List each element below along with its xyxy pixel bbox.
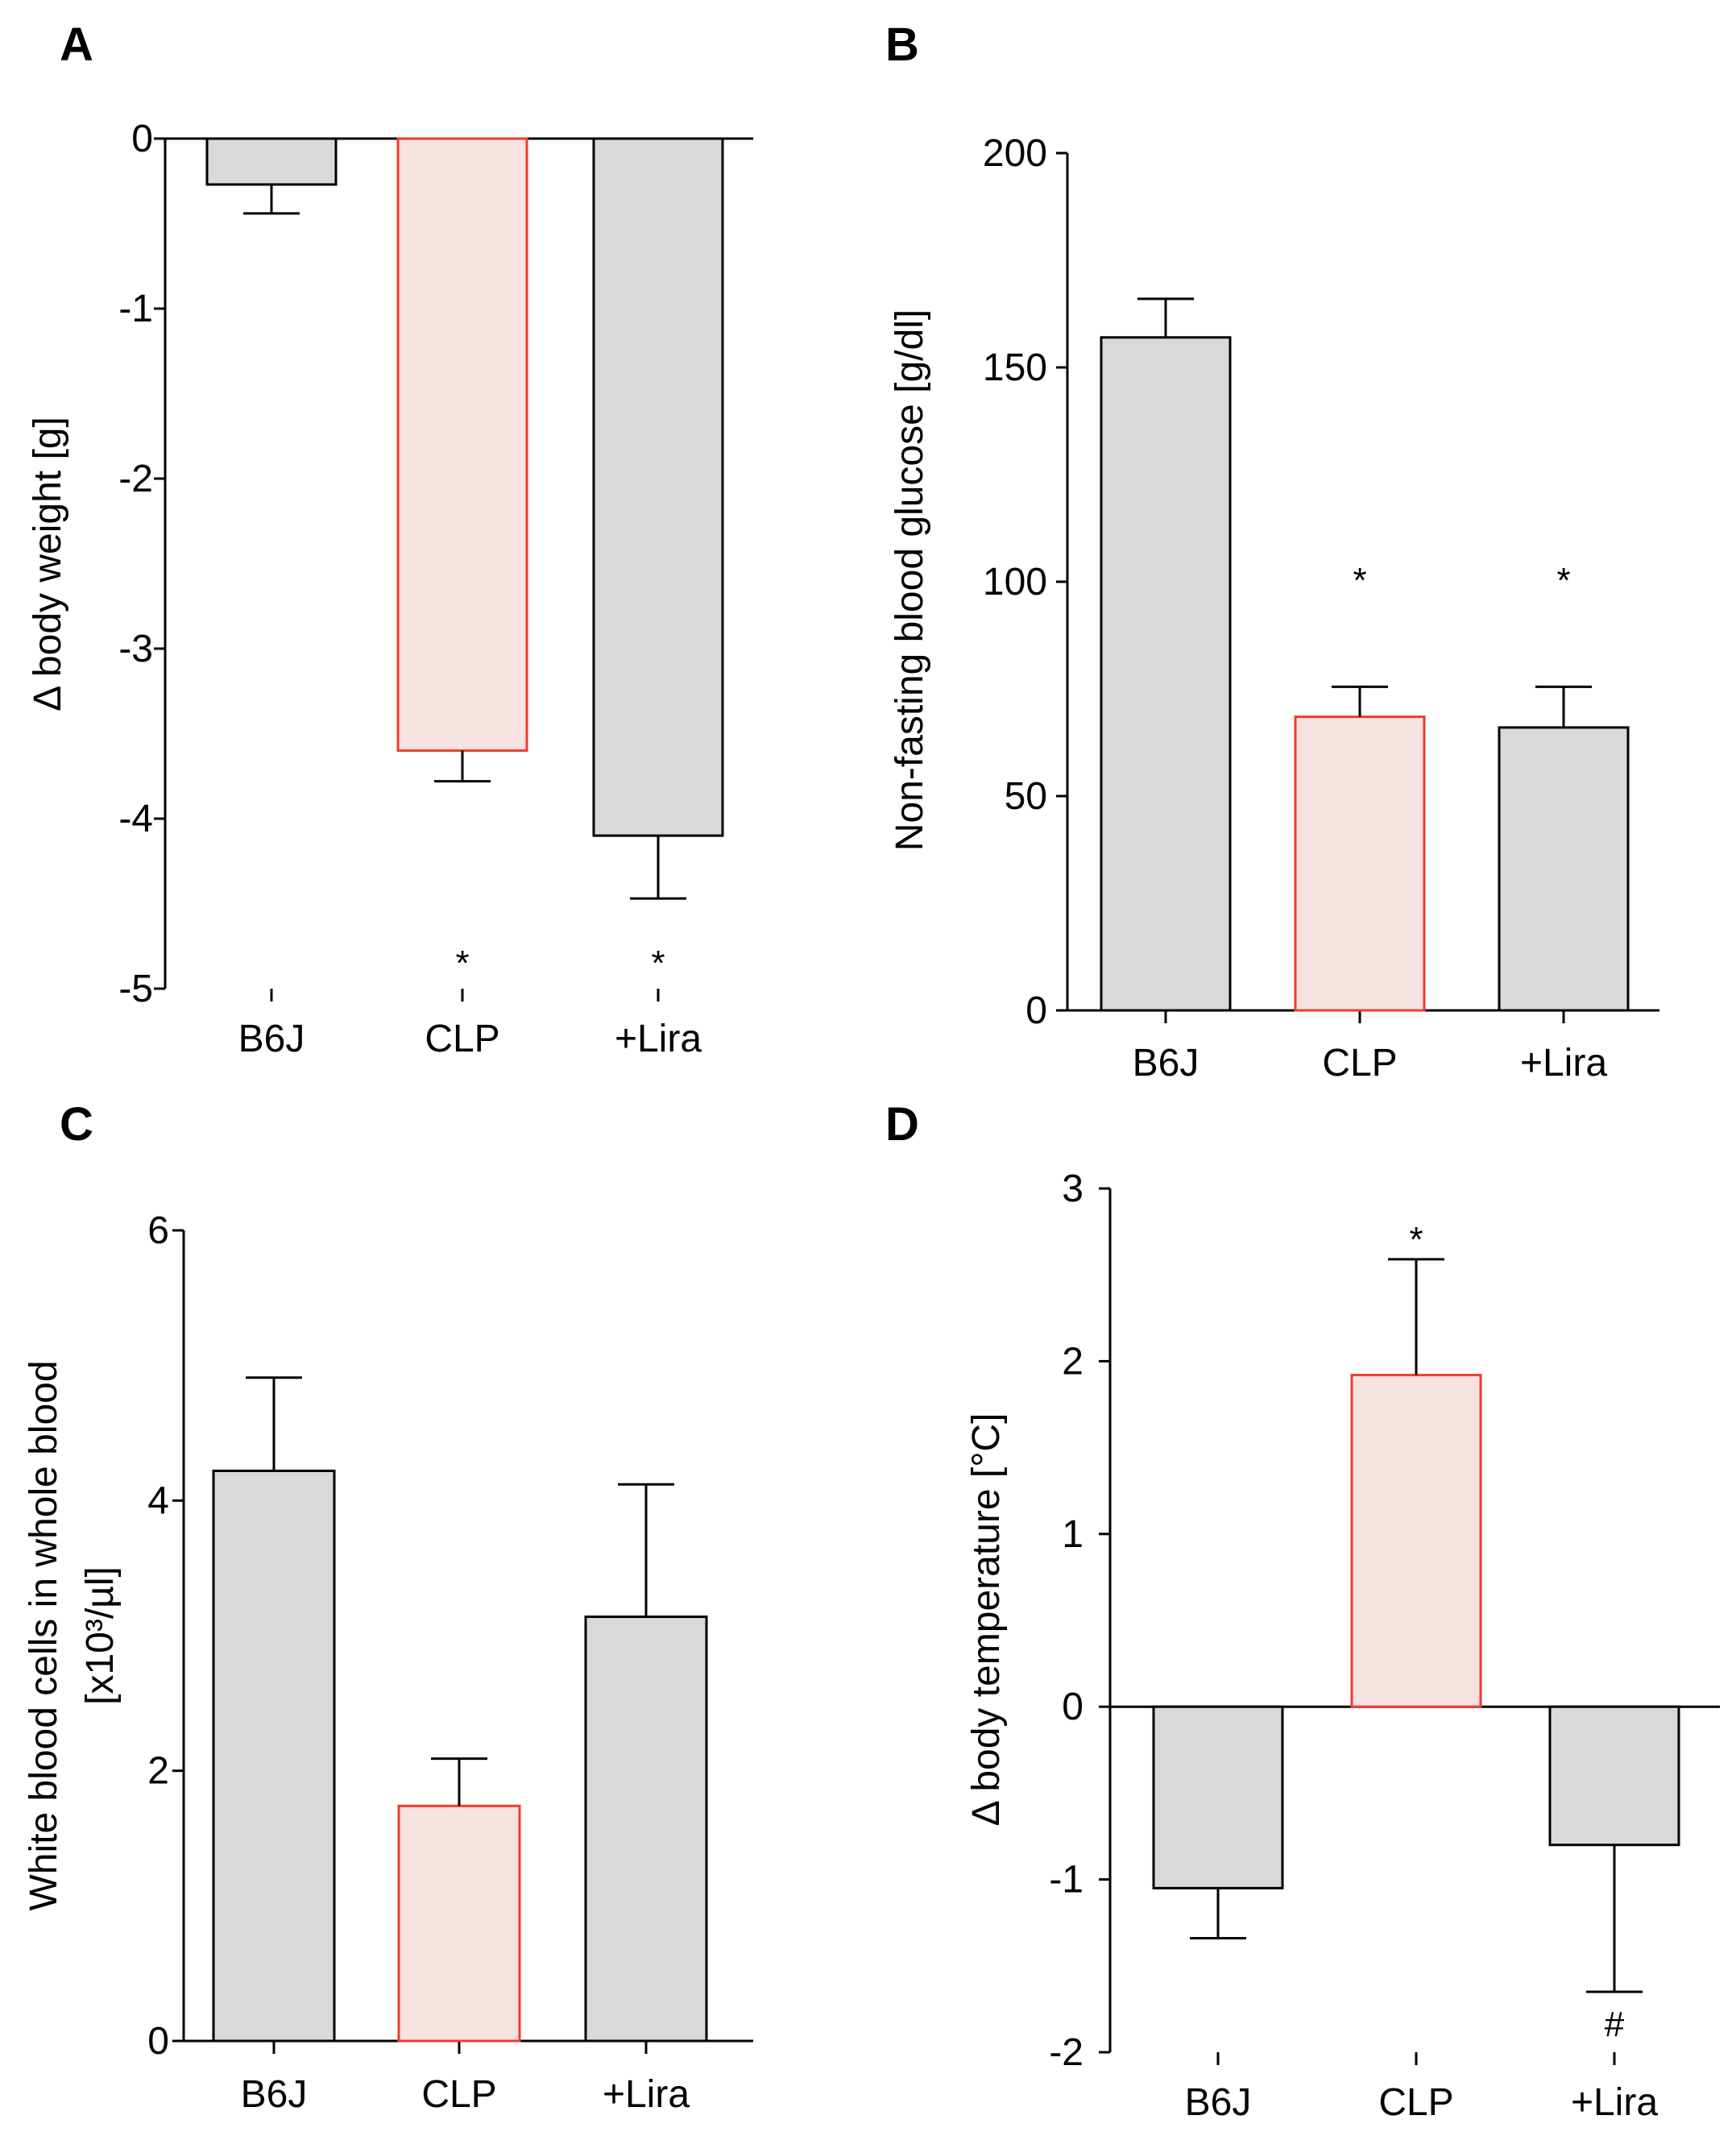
panel-letter: B — [885, 19, 919, 71]
bar-B6J — [1152, 1705, 1284, 1889]
bar-+Lira — [584, 1616, 708, 2043]
bar-CLP — [396, 137, 528, 753]
y-tick-label: 100 — [983, 561, 1047, 604]
y-tick-label: -2 — [118, 458, 153, 500]
y-tick-label: -2 — [1049, 2031, 1083, 2074]
panel-letter: A — [60, 19, 93, 71]
y-tick-label: 0 — [1062, 1686, 1083, 1728]
x-tick-label: +Lira — [1571, 2081, 1658, 2124]
x-tick-label: B6J — [241, 2073, 308, 2116]
y-tick-label: -4 — [118, 798, 153, 840]
significance-star: * — [1556, 561, 1570, 600]
y-axis-label: [x10³/µl] — [79, 1566, 122, 1705]
y-tick-label: -1 — [118, 288, 153, 330]
x-tick-label: CLP — [425, 1018, 499, 1060]
panel-d: D -2 -1 0 1 2 3 B6J * CLP # +Lira Δ body temperature… — [885, 1098, 1720, 2124]
significance-star: * — [1409, 1220, 1423, 1259]
panel-b: B 0 50 100 150 200 B6J * CLP * +Lira Non-fasting bl… — [885, 19, 1659, 1085]
panel-a: A 0 -1 -2 -3 -4 -5 B6J * CLP * +Lira Δ body weight [… — [27, 19, 753, 1060]
x-tick-label: B6J — [238, 1018, 305, 1060]
panel-letter: C — [60, 1098, 93, 1151]
significance-star: * — [455, 944, 469, 983]
bar-+Lira — [1498, 726, 1630, 1012]
x-tick-label: CLP — [1378, 2081, 1453, 2124]
bar-CLP — [1350, 1374, 1482, 1708]
bar-+Lira — [592, 137, 724, 837]
x-tick-label: +Lira — [603, 2073, 690, 2116]
bar-B6J — [1100, 336, 1232, 1012]
y-tick-label: -1 — [1049, 1859, 1083, 1902]
hash-annotation: # — [1605, 2005, 1625, 2044]
y-tick-label: 2 — [147, 1750, 169, 1793]
y-tick-label: 200 — [983, 132, 1047, 175]
y-tick-label: 0 — [1025, 989, 1047, 1032]
bar-+Lira — [1548, 1705, 1680, 1847]
y-tick-label: 3 — [1062, 1168, 1083, 1210]
x-tick-label: CLP — [1322, 1042, 1397, 1085]
y-axis-label: White blood cells in whole blood — [23, 1360, 65, 1910]
panel-letter: D — [885, 1098, 919, 1151]
bar-CLP — [1294, 716, 1426, 1012]
bar-B6J — [205, 137, 338, 186]
y-tick-label: 2 — [1062, 1340, 1083, 1383]
y-tick-label: -3 — [118, 628, 153, 670]
significance-star: * — [651, 944, 665, 983]
y-tick-label: 50 — [1005, 775, 1047, 818]
y-axis-label: Δ body weight [g] — [27, 417, 69, 711]
y-tick-label: 0 — [131, 118, 153, 160]
bar-CLP — [397, 1804, 521, 2043]
y-axis-label: Δ body temperature [°C] — [965, 1413, 1008, 1827]
x-tick-label: B6J — [1133, 1042, 1199, 1085]
y-tick-label: 1 — [1062, 1513, 1083, 1556]
y-tick-label: 6 — [147, 1209, 169, 1252]
y-tick-label: 0 — [147, 2020, 169, 2063]
x-tick-label: +Lira — [615, 1018, 702, 1060]
y-tick-label: -5 — [118, 968, 153, 1010]
y-tick-label: 150 — [983, 346, 1047, 389]
x-tick-label: CLP — [421, 2073, 496, 2116]
x-tick-label: B6J — [1185, 2081, 1252, 2124]
x-tick-label: +Lira — [1520, 1042, 1607, 1085]
y-tick-label: 4 — [147, 1479, 169, 1522]
panel-c: C 0 2 4 6 B6J CLP +Lira White blood cells in who… — [23, 1098, 753, 2116]
significance-star: * — [1353, 561, 1366, 600]
y-axis-label: Non-fasting blood glucose [g/dl] — [889, 309, 931, 851]
bar-B6J — [212, 1469, 336, 2043]
